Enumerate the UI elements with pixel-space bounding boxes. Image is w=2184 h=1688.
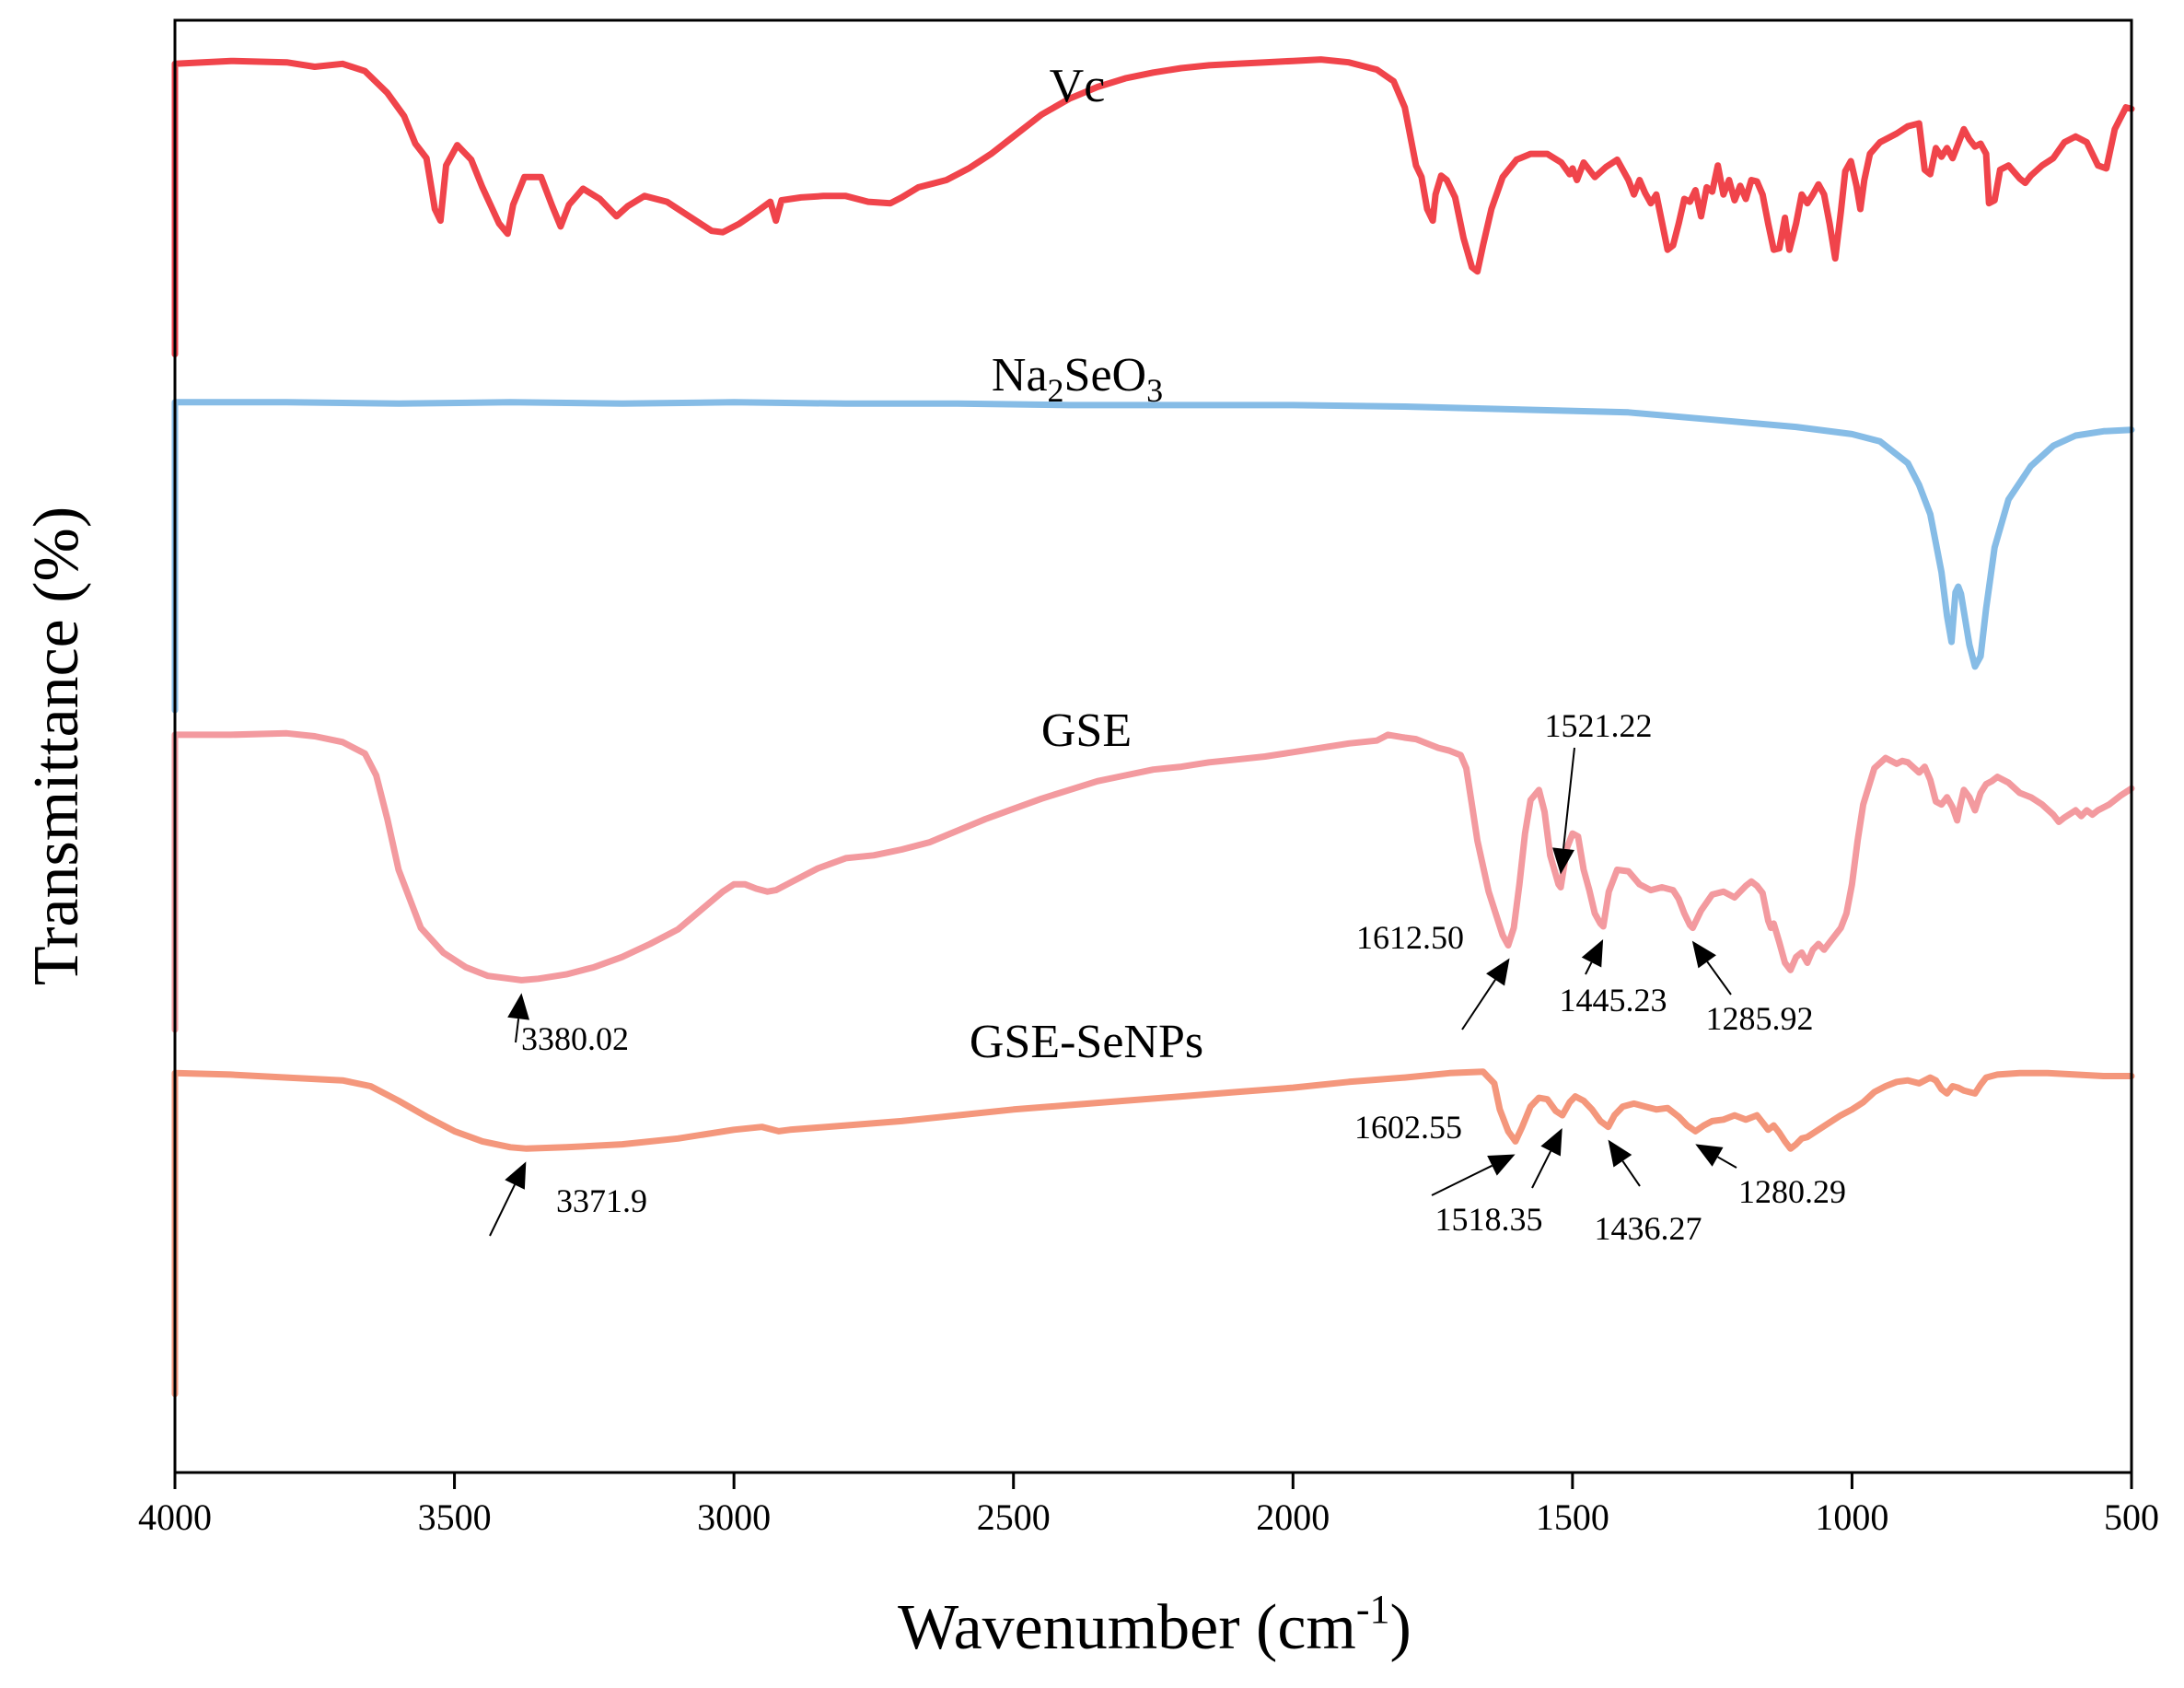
annotation-arrowhead	[1608, 1139, 1632, 1168]
series-label-vc: Vc	[1050, 60, 1106, 112]
series-line-gse-senps	[171, 1068, 2135, 1398]
annotation-arrowhead	[507, 993, 530, 1020]
plot-frame	[173, 18, 2133, 1474]
series-label-sub: 2	[1048, 372, 1064, 409]
annotation-arrowhead	[1581, 939, 1604, 968]
peak-label: 1602.55	[1354, 1109, 1462, 1146]
series-line-na2seo3	[171, 399, 2135, 714]
annotation-arrowhead	[1552, 847, 1574, 875]
series-line-vc	[171, 56, 2135, 358]
series-line-gse	[171, 729, 2135, 1033]
annotation-arrowhead	[1540, 1128, 1562, 1157]
x-axis-title-main: Wavenumber (cm	[898, 1592, 1356, 1663]
annotation-leader	[1531, 1150, 1552, 1189]
annotation-leader	[1562, 747, 1575, 849]
annotation-arrowhead	[1695, 1144, 1724, 1167]
x-axis-title-sup: -1	[1356, 1587, 1390, 1632]
series-label-gse-senps: GSE-SeNPs	[970, 1016, 1203, 1068]
annotation-arrowhead	[1691, 940, 1716, 969]
annotation-leader	[1706, 960, 1732, 995]
annotation-leader	[1461, 979, 1496, 1030]
x-axis-title: Wavenumber (cm-1)	[898, 1587, 1411, 1663]
series-label-part: Na	[992, 349, 1048, 402]
series-label-part: SeO	[1064, 349, 1147, 402]
x-tick-label: 1500	[1536, 1496, 1609, 1538]
x-tick-label: 2500	[977, 1496, 1051, 1538]
peak-label: 1521.22	[1545, 707, 1653, 744]
peak-label: 1436.27	[1595, 1210, 1702, 1247]
peak-label: 3371.9	[556, 1182, 647, 1219]
peak-label: 1518.35	[1435, 1201, 1543, 1238]
x-tick-label: 500	[2104, 1496, 2159, 1538]
peak-label: 1280.29	[1738, 1173, 1846, 1210]
annotation-arrowhead	[1487, 1154, 1516, 1176]
peak-label: 1612.50	[1356, 919, 1464, 956]
x-tick-label: 1000	[1815, 1496, 1888, 1538]
series-layer: Vc Na2SeO3 GSE GSE-SeNPs	[171, 56, 2135, 1398]
annotation-leader	[515, 1019, 520, 1043]
x-axis-title-close: )	[1390, 1592, 1411, 1663]
series-label-na2seo3: Na2SeO3	[992, 349, 1163, 409]
annotation-layer: 3380.02 1612.50 1521.22 1445.23 1285.92 3371.…	[489, 707, 1846, 1247]
x-tick-label: 4000	[138, 1496, 212, 1538]
x-tick-label: 3000	[697, 1496, 771, 1538]
y-axis-title: Transmittance (%)	[21, 506, 92, 985]
annotation-leader	[1585, 961, 1593, 975]
peak-label: 1445.23	[1560, 982, 1667, 1019]
annotation-leader	[1431, 1164, 1493, 1196]
series-label-gse: GSE	[1041, 704, 1132, 757]
x-tick-label: 2000	[1256, 1496, 1330, 1538]
tick-layer: 4000 3500 3000 2500 2000 1500 1000 500	[138, 1473, 2159, 1538]
peak-label: 1285.92	[1706, 1000, 1814, 1037]
annotation-arrowhead	[1486, 958, 1510, 986]
peak-label: 3380.02	[521, 1020, 629, 1057]
annotation-leader	[1621, 1160, 1641, 1187]
annotation-leader	[489, 1184, 516, 1237]
annotation-arrowhead	[505, 1161, 527, 1190]
x-tick-label: 3500	[418, 1496, 492, 1538]
series-label-sub: 3	[1146, 372, 1163, 409]
annotation-leader	[1717, 1156, 1737, 1169]
